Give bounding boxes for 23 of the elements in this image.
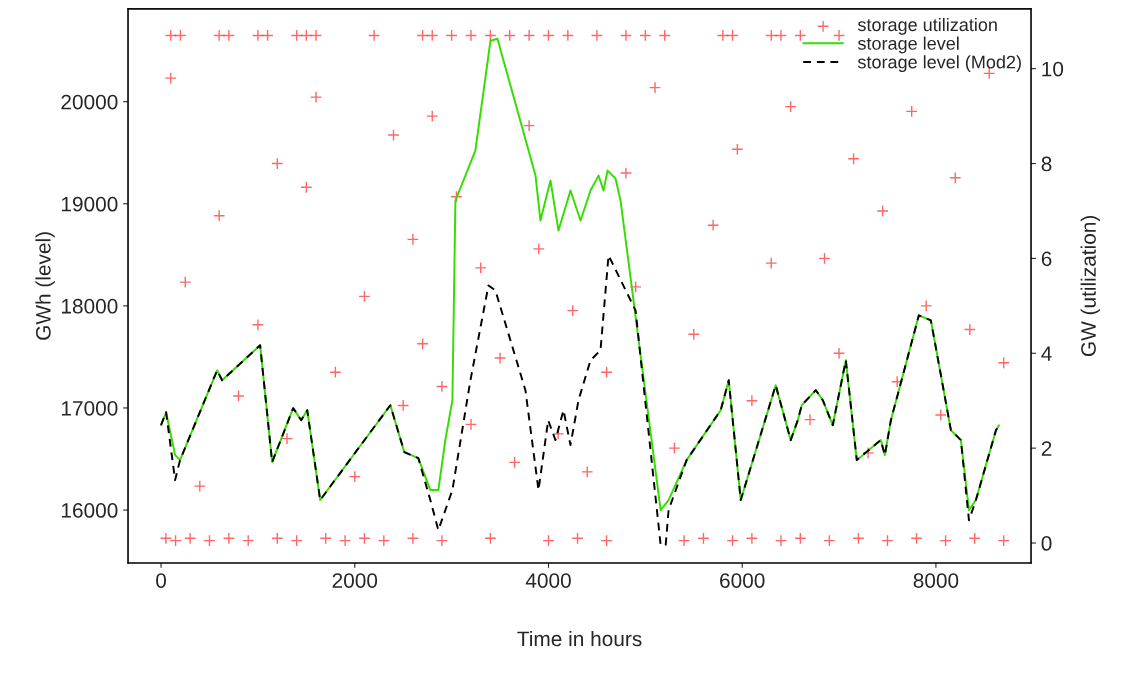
line-series	[160, 254, 1000, 546]
y2-axis-title: GW (utilization)	[1080, 216, 1100, 357]
legend-label: storage level (Mod2)	[857, 55, 1021, 73]
x-axis-title: Time in hours	[517, 630, 642, 647]
y-tick-label: 19000	[61, 196, 118, 212]
y-tick-label: 18000	[61, 298, 118, 314]
legend-label: storage level	[857, 36, 959, 54]
y2-tick-label: 4	[1041, 346, 1052, 361]
y2-tick-label: 2	[1041, 441, 1052, 456]
x-tick-label: 4000	[525, 573, 571, 588]
x-tick-label: 0	[156, 573, 167, 588]
y2-tick-label: 0	[1041, 536, 1052, 551]
y2-tick-label: 6	[1041, 251, 1052, 267]
x-tick-label: 6000	[720, 573, 765, 588]
y-axis-title: GWh (level)	[35, 232, 55, 340]
y-tick-label: 20000	[61, 94, 118, 110]
y2-tick-label: 10	[1042, 61, 1064, 77]
x-tick-label: 8000	[913, 573, 959, 588]
x-tick-label: 2000	[332, 573, 378, 588]
y-tick-label: 16000	[61, 503, 118, 518]
y2-tick-label: 8	[1041, 156, 1052, 172]
legend-label: storage utilization	[857, 17, 997, 35]
y-tick-label: 17000	[61, 400, 118, 416]
